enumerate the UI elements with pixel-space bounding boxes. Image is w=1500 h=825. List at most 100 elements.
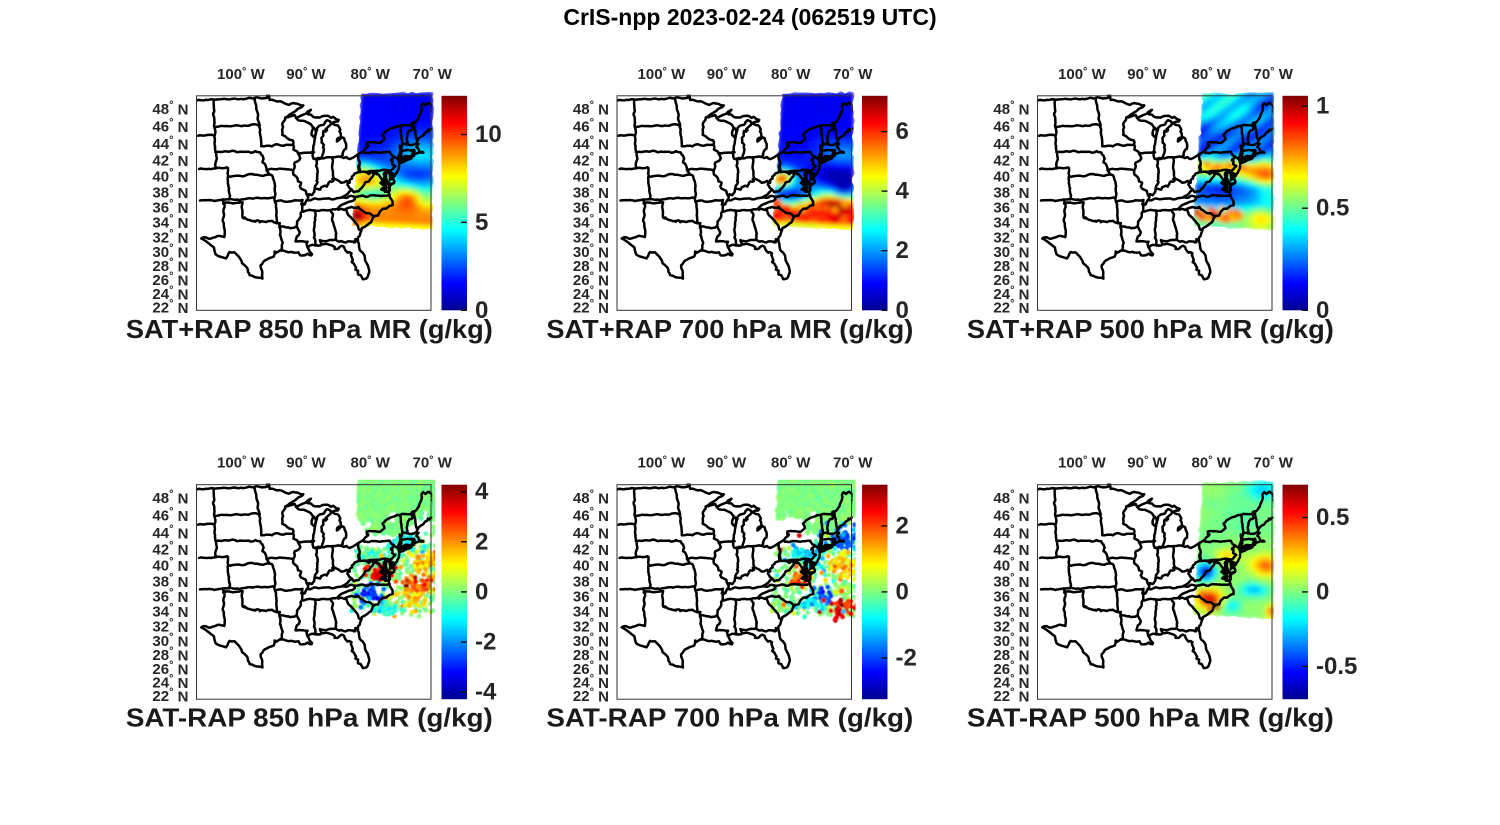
svg-text:46° N: 46° N: [993, 117, 1029, 136]
svg-text:42° N: 42° N: [152, 540, 188, 559]
svg-text:30° N: 30° N: [573, 242, 609, 261]
svg-text:38° N: 38° N: [573, 183, 609, 202]
svg-text:90° W: 90° W: [286, 455, 326, 472]
svg-text:44° N: 44° N: [993, 134, 1029, 153]
svg-text:46° N: 46° N: [573, 506, 609, 525]
svg-text:34° N: 34° N: [152, 602, 188, 620]
svg-text:48° N: 48° N: [573, 488, 609, 507]
svg-text:46° N: 46° N: [573, 117, 609, 136]
svg-text:22° N: 22° N: [152, 687, 188, 706]
svg-text:10: 10: [475, 121, 502, 148]
svg-text:0: 0: [475, 297, 488, 324]
svg-text:40° N: 40° N: [152, 556, 188, 575]
svg-text:24° N: 24° N: [573, 284, 609, 303]
svg-text:42° N: 42° N: [573, 540, 609, 559]
svg-text:70° W: 70° W: [833, 66, 873, 83]
svg-text:38° N: 38° N: [993, 183, 1029, 202]
svg-text:SAT+RAP 500 hPa MR (g/kg): SAT+RAP 500 hPa MR (g/kg): [967, 314, 1334, 344]
svg-text:22° N: 22° N: [573, 298, 609, 317]
svg-text:0.5: 0.5: [1316, 195, 1349, 222]
svg-text:70° W: 70° W: [1253, 66, 1293, 83]
svg-text:28° N: 28° N: [152, 257, 188, 276]
svg-text:36° N: 36° N: [152, 587, 188, 606]
svg-text:26° N: 26° N: [573, 271, 609, 290]
svg-text:48° N: 48° N: [152, 488, 188, 507]
svg-text:34° N: 34° N: [573, 602, 609, 620]
svg-text:36° N: 36° N: [573, 198, 609, 217]
svg-text:42° N: 42° N: [573, 151, 609, 170]
svg-text:42° N: 42° N: [152, 151, 188, 170]
svg-text:34° N: 34° N: [993, 213, 1029, 231]
svg-text:36° N: 36° N: [993, 198, 1029, 217]
svg-text:40° N: 40° N: [152, 167, 188, 186]
svg-text:34° N: 34° N: [152, 213, 188, 231]
svg-text:90° W: 90° W: [1127, 66, 1167, 83]
svg-text:80° W: 80° W: [350, 66, 390, 83]
svg-text:22° N: 22° N: [152, 298, 188, 317]
svg-text:24° N: 24° N: [152, 284, 188, 303]
svg-text:38° N: 38° N: [573, 572, 609, 591]
svg-text:1: 1: [1316, 93, 1329, 120]
svg-text:32° N: 32° N: [152, 228, 188, 247]
svg-text:38° N: 38° N: [152, 183, 188, 202]
svg-text:100° W: 100° W: [1058, 66, 1107, 83]
svg-text:2: 2: [896, 237, 909, 264]
svg-text:38° N: 38° N: [152, 572, 188, 591]
svg-text:100° W: 100° W: [217, 66, 266, 83]
svg-text:0: 0: [896, 297, 909, 324]
svg-text:22° N: 22° N: [573, 687, 609, 706]
svg-text:44° N: 44° N: [573, 134, 609, 153]
svg-text:70° W: 70° W: [412, 455, 452, 472]
svg-text:34° N: 34° N: [573, 213, 609, 231]
svg-text:32° N: 32° N: [573, 228, 609, 247]
svg-text:28° N: 28° N: [152, 646, 188, 665]
svg-text:SAT-RAP 850 hPa MR (g/kg): SAT-RAP 850 hPa MR (g/kg): [126, 703, 493, 733]
svg-text:32° N: 32° N: [993, 228, 1029, 247]
svg-text:46° N: 46° N: [152, 506, 188, 525]
svg-text:24° N: 24° N: [573, 673, 609, 692]
svg-text:30° N: 30° N: [152, 631, 188, 650]
svg-text:0: 0: [1316, 297, 1329, 324]
svg-text:42° N: 42° N: [993, 151, 1029, 170]
svg-text:26° N: 26° N: [993, 271, 1029, 290]
svg-text:48° N: 48° N: [993, 100, 1029, 119]
svg-text:24° N: 24° N: [152, 673, 188, 692]
svg-text:2: 2: [475, 528, 488, 555]
svg-text:-2: -2: [475, 629, 496, 656]
svg-text:40° N: 40° N: [993, 167, 1029, 186]
svg-text:48° N: 48° N: [573, 100, 609, 119]
svg-text:5: 5: [475, 209, 488, 236]
svg-text:0: 0: [475, 578, 488, 605]
svg-text:48° N: 48° N: [152, 100, 188, 119]
svg-text:32° N: 32° N: [573, 617, 609, 636]
svg-text:36° N: 36° N: [152, 198, 188, 217]
svg-text:44° N: 44° N: [152, 523, 188, 542]
svg-text:26° N: 26° N: [573, 659, 609, 678]
svg-text:40° N: 40° N: [573, 556, 609, 575]
svg-text:28° N: 28° N: [993, 257, 1029, 276]
svg-text:36° N: 36° N: [573, 587, 609, 606]
svg-text:6: 6: [896, 118, 909, 145]
svg-text:90° W: 90° W: [707, 66, 747, 83]
svg-text:80° W: 80° W: [1191, 66, 1231, 83]
svg-text:-4: -4: [475, 679, 497, 706]
svg-text:30° N: 30° N: [573, 631, 609, 650]
svg-text:30° N: 30° N: [152, 242, 188, 261]
svg-text:100° W: 100° W: [638, 66, 687, 83]
svg-text:40° N: 40° N: [573, 167, 609, 186]
svg-text:90° W: 90° W: [286, 66, 326, 83]
svg-text:44° N: 44° N: [573, 523, 609, 542]
svg-text:30° N: 30° N: [993, 242, 1029, 261]
svg-text:SAT+RAP 850 hPa MR (g/kg): SAT+RAP 850 hPa MR (g/kg): [126, 314, 493, 344]
svg-text:4: 4: [475, 478, 489, 505]
svg-text:26° N: 26° N: [152, 659, 188, 678]
svg-text:28° N: 28° N: [573, 646, 609, 665]
svg-text:46° N: 46° N: [152, 117, 188, 136]
svg-text:28° N: 28° N: [573, 257, 609, 276]
svg-text:SAT+RAP 700 hPa MR (g/kg): SAT+RAP 700 hPa MR (g/kg): [546, 314, 913, 344]
svg-text:70° W: 70° W: [412, 66, 452, 83]
svg-text:44° N: 44° N: [152, 134, 188, 153]
svg-text:26° N: 26° N: [152, 271, 188, 290]
svg-text:80° W: 80° W: [350, 455, 390, 472]
svg-text:80° W: 80° W: [771, 66, 811, 83]
